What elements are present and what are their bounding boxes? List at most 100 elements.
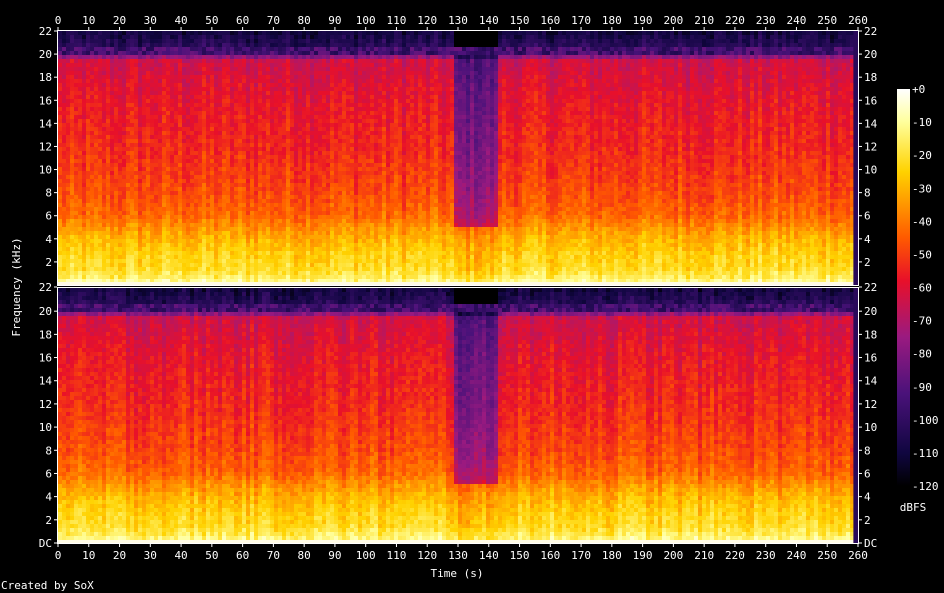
spectrogram-cell xyxy=(190,207,194,211)
spectrogram-cell xyxy=(126,63,130,67)
spectrogram-cell xyxy=(282,59,286,63)
spectrogram-cell xyxy=(350,203,354,207)
spectrogram-cell xyxy=(242,275,246,279)
spectrogram-cell xyxy=(262,267,266,271)
spectrogram-cell xyxy=(110,271,114,275)
spectrogram-cell xyxy=(306,271,310,275)
spectrogram-cell xyxy=(58,207,62,211)
spectrogram-cell xyxy=(154,199,158,203)
spectrogram-cell xyxy=(138,127,142,131)
spectrogram-cell xyxy=(130,179,134,183)
spectrogram-cell xyxy=(218,183,222,187)
spectrogram-cell xyxy=(218,259,222,263)
spectrogram-cell xyxy=(346,183,350,187)
spectrogram-cell xyxy=(158,215,162,219)
spectrogram-cell xyxy=(198,263,202,267)
spectrogram-cell xyxy=(194,243,198,247)
spectrogram-cell xyxy=(114,139,118,143)
spectrogram-cell xyxy=(150,95,154,99)
spectrogram-cell xyxy=(106,275,110,279)
spectrogram-cell xyxy=(254,263,258,267)
spectrogram-cell xyxy=(354,231,358,235)
spectrogram-cell xyxy=(206,131,210,135)
spectrogram-cell xyxy=(278,67,282,71)
spectrogram-cell xyxy=(150,107,154,111)
spectrogram-cell xyxy=(354,143,358,147)
spectrogram-cell xyxy=(294,67,298,71)
spectrogram-cell xyxy=(102,183,106,187)
spectrogram-cell xyxy=(134,155,138,159)
spectrogram-cell xyxy=(82,131,86,135)
spectrogram-cell xyxy=(326,231,330,235)
spectrogram-cell xyxy=(286,147,290,151)
spectrogram-cell xyxy=(210,267,214,271)
spectrogram-cell xyxy=(302,91,306,95)
spectrogram-cell xyxy=(318,71,322,75)
spectrogram-cell xyxy=(178,247,182,251)
spectrogram-cell xyxy=(274,223,278,227)
spectrogram-cell xyxy=(282,199,286,203)
spectrogram-cell xyxy=(130,275,134,279)
spectrogram-cell xyxy=(106,179,110,183)
spectrogram-cell xyxy=(170,263,174,267)
spectrogram-cell xyxy=(146,183,150,187)
spectrogram-cell xyxy=(246,111,250,115)
spectrogram-cell xyxy=(142,99,146,103)
spectrogram-cell xyxy=(302,51,306,55)
spectrogram-cell xyxy=(202,31,206,35)
spectrogram-cell xyxy=(310,187,314,191)
spectrogram-cell xyxy=(142,259,146,263)
spectrogram-cell xyxy=(150,147,154,151)
spectrogram-cell xyxy=(186,175,190,179)
spectrogram-cell xyxy=(110,91,114,95)
spectrogram-cell xyxy=(166,195,170,199)
spectrogram-cell xyxy=(246,127,250,131)
spectrogram-cell xyxy=(262,59,266,63)
spectrogram-cell xyxy=(190,119,194,123)
spectrogram-cell xyxy=(190,247,194,251)
spectrogram-cell xyxy=(166,243,170,247)
spectrogram-cell xyxy=(330,43,334,47)
spectrogram-cell xyxy=(274,263,278,267)
spectrogram-cell xyxy=(182,91,186,95)
spectrogram-cell xyxy=(186,275,190,279)
spectrogram-cell xyxy=(122,39,126,43)
spectrogram-cell xyxy=(186,83,190,87)
spectrogram-cell xyxy=(270,103,274,107)
spectrogram-cell xyxy=(350,31,354,35)
spectrogram-cell xyxy=(358,67,362,71)
spectrogram-cell xyxy=(306,95,310,99)
spectrogram-cell xyxy=(214,143,218,147)
spectrogram-cell xyxy=(234,211,238,215)
spectrogram-cell xyxy=(142,143,146,147)
spectrogram-cell xyxy=(282,51,286,55)
spectrogram-cell xyxy=(330,51,334,55)
spectrogram-cell xyxy=(154,155,158,159)
spectrogram-cell xyxy=(362,195,366,199)
spectrogram-cell xyxy=(210,271,214,275)
spectrogram-cell xyxy=(178,227,182,231)
spectrogram-cell xyxy=(134,203,138,207)
spectrogram-cell xyxy=(290,171,294,175)
spectrogram-cell xyxy=(230,211,234,215)
spectrogram-cell xyxy=(250,79,254,83)
spectrogram-cell xyxy=(94,103,98,107)
spectrogram-cell xyxy=(270,99,274,103)
spectrogram-cell xyxy=(230,155,234,159)
spectrogram-cell xyxy=(146,187,150,191)
spectrogram-cell xyxy=(342,183,346,187)
spectrogram-cell xyxy=(90,71,94,75)
spectrogram-cell xyxy=(154,39,158,43)
spectrogram-cell xyxy=(226,63,230,67)
spectrogram-cell xyxy=(194,163,198,167)
spectrogram-cell xyxy=(62,175,66,179)
spectrogram-cell xyxy=(214,191,218,195)
spectrogram-cell xyxy=(178,251,182,255)
spectrogram-cell xyxy=(174,55,178,59)
spectrogram-cell xyxy=(146,251,150,255)
spectrogram-cell xyxy=(350,183,354,187)
spectrogram-cell xyxy=(234,83,238,87)
spectrogram-cell xyxy=(78,219,82,223)
spectrogram-cell xyxy=(58,203,62,207)
spectrogram-cell xyxy=(190,223,194,227)
